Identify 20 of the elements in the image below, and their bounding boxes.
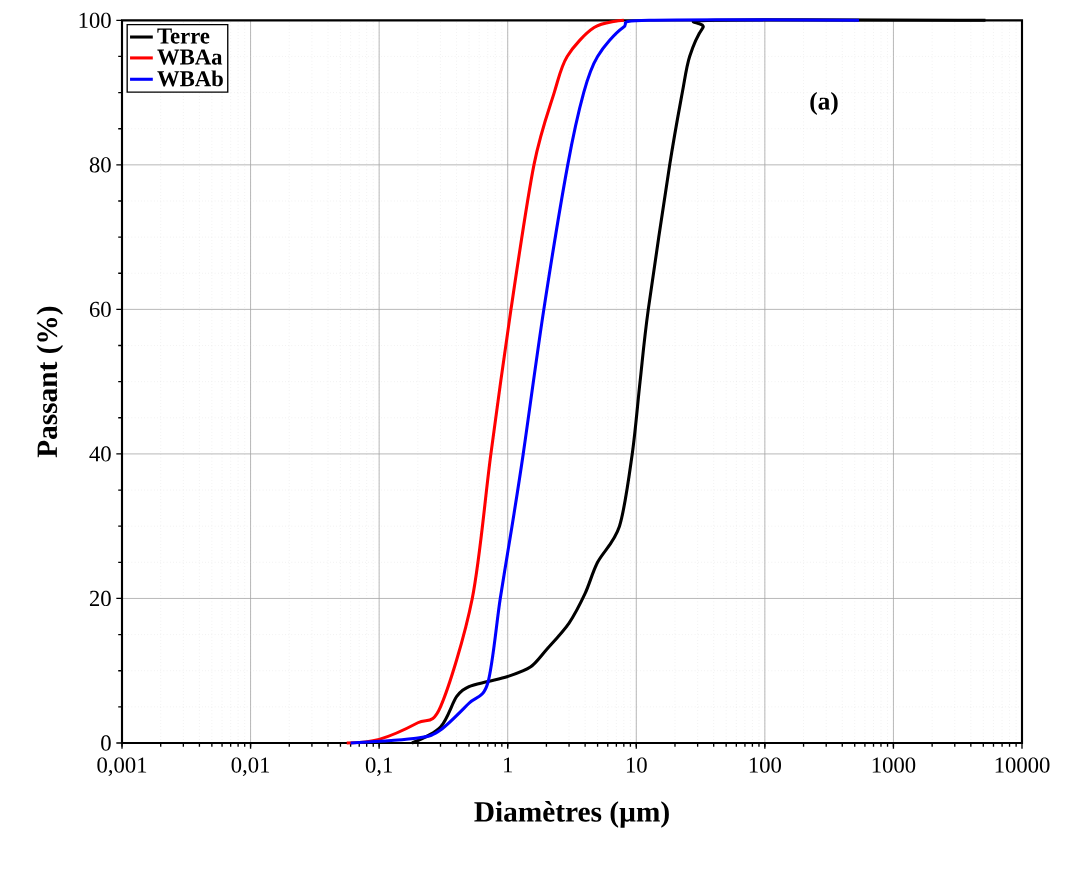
x-tick-label: 10: [626, 757, 647, 773]
y-tick-label: 0: [101, 735, 111, 751]
y-tick-label: 80: [89, 157, 111, 173]
x-tick-label: 100: [749, 757, 781, 773]
x-tick-label: 1: [504, 757, 513, 773]
annotation: (a): [810, 91, 838, 115]
legend-label: Terre: [157, 28, 210, 44]
x-tick-label: 0,01: [231, 757, 270, 776]
y-axis-title: Passant (%): [36, 306, 64, 458]
legend-label: WBAb: [157, 70, 223, 87]
x-tick-label: 10000: [995, 757, 1050, 773]
y-tick-label: 40: [89, 446, 111, 462]
y-tick-label: 100: [79, 12, 111, 28]
y-tick-label: 60: [89, 301, 111, 318]
x-axis-title: Diamètres (µm): [474, 801, 669, 828]
x-tick-label: 0,001: [97, 757, 147, 776]
x-tick-label: 0,1: [365, 757, 392, 776]
y-tick-label: 20: [89, 590, 111, 607]
legend-label: WBAa: [157, 49, 223, 65]
x-tick-label: 1000: [872, 757, 916, 773]
